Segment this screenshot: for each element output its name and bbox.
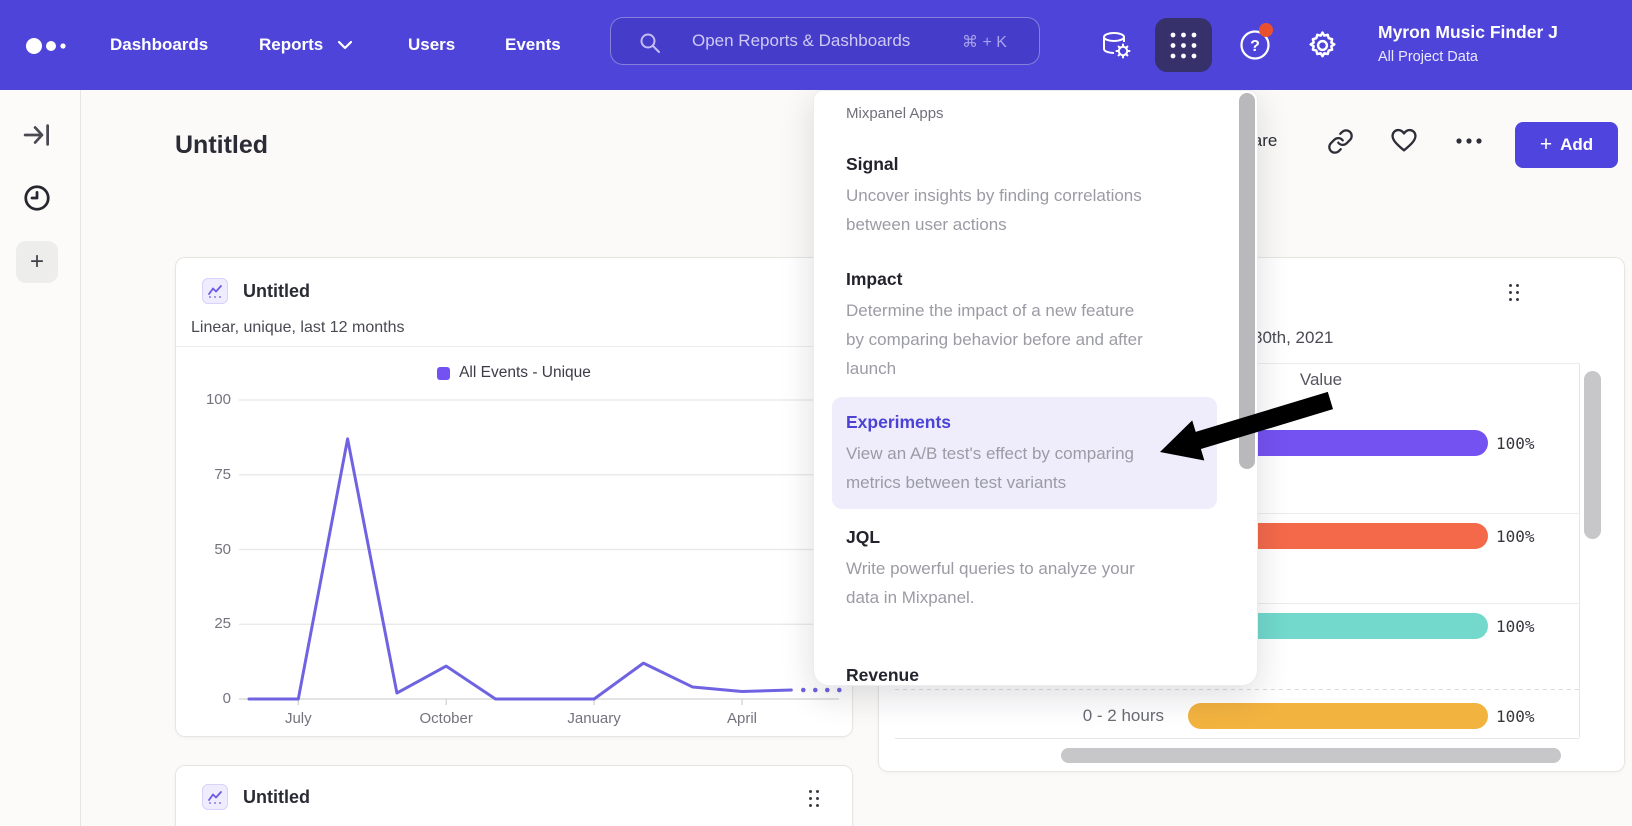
- horizontal-scrollbar[interactable]: [1061, 748, 1561, 763]
- search-placeholder: Open Reports & Dashboards: [692, 31, 911, 50]
- nav-events[interactable]: Events: [505, 35, 561, 54]
- menu-item-signal[interactable]: Signal: [846, 154, 899, 174]
- menu-item-jql-desc: Write powerful queries to analyze your d…: [846, 559, 1135, 607]
- line-series: [247, 437, 793, 701]
- legend-swatch: [437, 366, 451, 380]
- value-column-header: Value: [1299, 370, 1343, 389]
- y-axis-tick-label: 25: [214, 615, 231, 633]
- chevron-down-icon: [337, 40, 353, 50]
- apps-menu-header: Mixpanel Apps: [846, 105, 944, 122]
- bar-value-label: 100%: [1496, 527, 1535, 546]
- line-chart-type-icon: [202, 784, 228, 810]
- y-axis-tick-label: 100: [205, 391, 231, 408]
- row-divider: [895, 689, 1579, 690]
- menu-item-impact[interactable]: Impact: [846, 269, 903, 289]
- search-input[interactable]: [610, 17, 1040, 65]
- apps-grid-icon: [1170, 32, 1197, 59]
- data-management-icon[interactable]: [1098, 28, 1134, 64]
- mixpanel-logo-icon[interactable]: [25, 38, 70, 54]
- legend-label: All Events - Unique: [459, 364, 591, 381]
- search-icon: [640, 33, 660, 53]
- user-project-name[interactable]: Myron Music Finder J: [1378, 22, 1558, 42]
- notification-dot: [1259, 23, 1273, 37]
- x-axis-tick-label: July: [284, 710, 312, 727]
- line-chart-plot[interactable]: [176, 258, 852, 736]
- page-title: Untitled: [175, 131, 269, 159]
- report-title[interactable]: Untitled: [243, 281, 310, 301]
- nav-users[interactable]: Users: [408, 35, 456, 54]
- menu-item-jql[interactable]: JQL: [846, 527, 881, 547]
- x-axis-tick-label: January: [567, 710, 621, 727]
- nav-reports[interactable]: Reports: [259, 35, 324, 54]
- history-clock-icon[interactable]: [22, 183, 52, 213]
- table-bottom-border: [895, 738, 1579, 739]
- mixpanel-apps-menu: Mixpanel Apps Signal Uncover insights by…: [813, 90, 1258, 686]
- report-title[interactable]: Untitled: [243, 787, 310, 807]
- menu-item-experiments-desc: View an A/B test's effect by comparing m…: [846, 444, 1134, 492]
- favorite-heart-icon[interactable]: [1390, 127, 1418, 155]
- apps-grid-button[interactable]: [1155, 18, 1212, 72]
- dashed-projection-dot: [825, 687, 830, 693]
- y-axis-tick-label: 50: [214, 540, 231, 558]
- second-report-card: Untitled: [175, 765, 853, 826]
- svg-text:?: ?: [1250, 38, 1260, 55]
- bar-segment[interactable]: [1188, 703, 1488, 729]
- nav-dashboards[interactable]: Dashboards: [110, 35, 209, 54]
- chart-legend[interactable]: All Events - Unique: [176, 364, 852, 382]
- plus-icon: +: [1539, 133, 1553, 156]
- drag-handle-icon[interactable]: [809, 790, 820, 808]
- x-axis-tick-label: October: [419, 710, 473, 727]
- add-plus-icon: +: [29, 248, 44, 275]
- dashed-projection-dot: [837, 687, 842, 693]
- search-shortcut-hint: ⌘ + K: [962, 34, 1007, 51]
- user-project-scope: All Project Data: [1378, 49, 1478, 65]
- bar-row-label: 0 - 2 hours: [1082, 706, 1164, 725]
- add-button-label: Add: [1560, 135, 1594, 154]
- dashed-projection-dot: [801, 687, 806, 693]
- line-chart-card: Untitled Linear, unique, last 12 months …: [175, 257, 853, 737]
- left-side-rail: +: [0, 90, 81, 826]
- top-navigation-bar: Dashboards Reports Users Events Open Rep…: [0, 0, 1632, 90]
- date-range-text: 30th, 2021: [1253, 328, 1334, 347]
- bar-value-label: 100%: [1496, 434, 1535, 453]
- vertical-scrollbar[interactable]: [1584, 371, 1601, 539]
- dashed-projection-dot: [813, 687, 818, 693]
- expand-panel-icon[interactable]: [22, 120, 52, 150]
- table-right-border: [1579, 363, 1580, 738]
- add-button[interactable]: + Add: [1515, 122, 1618, 168]
- settings-gear-icon[interactable]: [1306, 29, 1339, 62]
- y-axis-tick-label: 75: [214, 465, 231, 483]
- copy-link-icon[interactable]: [1327, 128, 1354, 155]
- line-chart-type-icon: [202, 278, 228, 304]
- menu-item-revenue[interactable]: Revenue: [846, 665, 919, 685]
- menu-item-highlight: [832, 397, 1217, 509]
- help-icon[interactable]: ?: [1236, 21, 1284, 65]
- report-subtitle: Linear, unique, last 12 months: [191, 319, 405, 336]
- menu-item-experiments[interactable]: Experiments: [846, 412, 952, 432]
- menu-item-impact-desc: Determine the impact of a new feature by…: [846, 301, 1143, 378]
- bar-value-label: 100%: [1496, 617, 1535, 636]
- bar-value-label: 100%: [1496, 707, 1535, 726]
- x-axis-tick-label: April: [726, 710, 757, 727]
- menu-scrollbar[interactable]: [1239, 93, 1255, 469]
- menu-item-signal-desc: Uncover insights by finding correlations…: [846, 186, 1142, 234]
- more-options-icon[interactable]: [1455, 136, 1483, 146]
- y-axis-tick-label: 0: [222, 690, 231, 707]
- add-plus-button[interactable]: +: [16, 241, 58, 283]
- card-divider: [176, 346, 852, 347]
- drag-handle-icon[interactable]: [1509, 284, 1520, 302]
